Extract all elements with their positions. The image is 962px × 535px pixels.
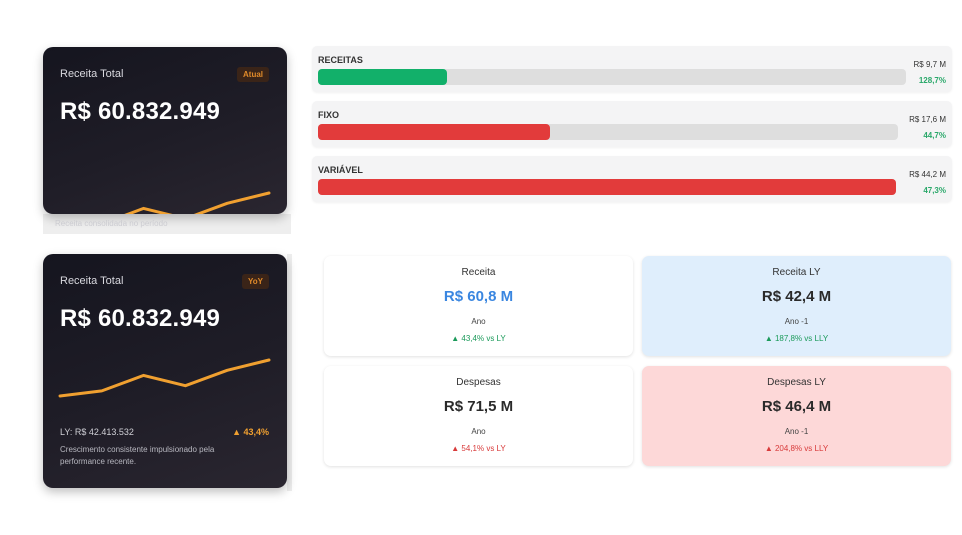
metric-value: R$ 46,4 M — [761, 398, 832, 415]
bar-label: VARIÁVEL — [318, 165, 363, 175]
metric-delta: ▲ 187,8% vs LLY — [764, 334, 829, 343]
metric-period: Ano -1 — [784, 427, 809, 436]
bar-percent: 44,7% — [923, 131, 946, 140]
period-badge: YoY — [242, 274, 269, 289]
period-badge: Atual — [237, 67, 269, 82]
card-label: Receita Total — [60, 68, 124, 80]
card-label: Receita Total — [60, 275, 124, 287]
last-year-value: LY: R$ 42.413.532 — [60, 427, 134, 437]
metric-title: Despesas — [456, 377, 501, 388]
metric-delta: ▲ 204,8% vs LLY — [764, 444, 829, 453]
bar-label: RECEITAS — [318, 55, 363, 65]
bar-percent: 47,3% — [923, 186, 946, 195]
bar-fill — [318, 179, 896, 195]
card-value: R$ 60.832.949 — [60, 98, 221, 125]
sparkline-path — [124, 191, 271, 214]
metric-value: R$ 60,8 M — [443, 288, 514, 305]
bar-track — [318, 179, 896, 195]
bar-amount: R$ 44,2 M — [909, 170, 946, 179]
sparkline-chart — [58, 358, 271, 398]
metric-value: R$ 71,5 M — [443, 398, 514, 415]
bar-row-fixo[interactable]: FIXO R$ 17,6 M 44,7% — [312, 101, 952, 147]
metric-card-despesas[interactable]: Despesas R$ 71,5 M Ano ▲ 54,1% vs LY — [324, 366, 633, 466]
bar-track — [318, 124, 898, 140]
card-note: Receita consolidada no período — [55, 219, 168, 228]
metric-card-receita[interactable]: Receita R$ 60,8 M Ano ▲ 43,4% vs LY — [324, 256, 633, 356]
metric-card-receita-ly[interactable]: Receita LY R$ 42,4 M Ano -1 ▲ 187,8% vs … — [642, 256, 951, 356]
metric-title: Despesas LY — [767, 377, 826, 388]
metric-delta: ▲ 43,4% vs LY — [451, 334, 506, 343]
card-value: R$ 60.832.949 — [60, 305, 221, 332]
metric-period: Ano — [471, 427, 486, 436]
kpi-card-receita-total-yoy[interactable]: Receita Total YoY R$ 60.832.949 LY: R$ 4… — [43, 254, 287, 488]
bar-fill — [318, 124, 550, 140]
metric-title: Receita — [461, 267, 496, 278]
bar-fill — [318, 69, 448, 85]
bar-track — [318, 69, 906, 85]
bar-amount: R$ 17,6 M — [909, 115, 946, 124]
sparkline-chart — [124, 191, 271, 214]
metric-card-despesas-ly[interactable]: Despesas LY R$ 46,4 M Ano -1 ▲ 204,8% vs… — [642, 366, 951, 466]
sparkline-path — [58, 358, 271, 398]
bar-row-variavel[interactable]: VARIÁVEL R$ 44,2 M 47,3% — [312, 156, 952, 202]
metric-delta: ▲ 54,1% vs LY — [451, 444, 506, 453]
metric-period: Ano -1 — [784, 317, 809, 326]
bar-row-receitas[interactable]: RECEITAS R$ 9,7 M 128,7% — [312, 46, 952, 92]
metric-value: R$ 42,4 M — [761, 288, 832, 305]
growth-badge: ▲ 43,4% — [232, 427, 269, 437]
bar-label: FIXO — [318, 110, 340, 120]
kpi-card-receita-total-atual[interactable]: Receita Total Atual R$ 60.832.949 — [43, 47, 287, 214]
bar-percent: 128,7% — [918, 76, 946, 85]
card-shadow-strip — [43, 214, 291, 234]
metric-title: Receita LY — [772, 267, 821, 278]
card-shadow-strip — [287, 254, 292, 491]
card-note: Crescimento consistente impulsionado pel… — [60, 445, 215, 466]
bar-amount: R$ 9,7 M — [913, 60, 946, 69]
metric-period: Ano — [471, 317, 486, 326]
